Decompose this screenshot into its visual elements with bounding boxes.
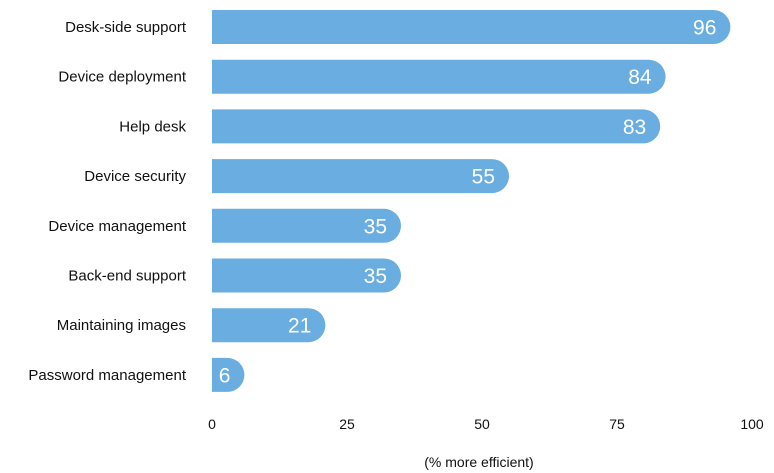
category-labels-group: Desk-side support Device deployment Help d… <box>28 19 186 384</box>
category-label: Device management <box>48 218 186 235</box>
bar-password-management <box>212 357 245 392</box>
data-label: 35 <box>364 215 387 238</box>
x-tick-label: 100 <box>740 416 764 432</box>
data-label: 6 <box>219 364 231 387</box>
bar-back-end-support <box>212 258 401 293</box>
bar-device-deployment <box>212 59 666 94</box>
category-label: Help desk <box>119 118 186 135</box>
bar-desk-side-support <box>212 10 731 44</box>
x-tick-label: 0 <box>208 416 216 432</box>
bar-maintaining-images <box>212 308 326 343</box>
category-label: Maintaining images <box>57 317 186 334</box>
category-label: Password management <box>28 367 186 384</box>
data-label: 83 <box>623 116 646 139</box>
category-label: Device deployment <box>58 69 186 86</box>
x-tick-label: 75 <box>609 416 625 432</box>
x-tick-label: 25 <box>339 416 355 432</box>
x-axis-ticks-group: 0 25 50 75 100 <box>208 416 764 432</box>
x-axis-title: (% more efficient) <box>424 454 533 470</box>
category-label: Back-end support <box>68 268 186 285</box>
bars-group <box>212 10 731 392</box>
category-label: Device security <box>84 168 186 185</box>
x-tick-label: 50 <box>474 416 490 432</box>
data-label: 35 <box>364 265 387 288</box>
value-labels-group: 96 84 83 55 35 35 21 6 <box>219 17 717 388</box>
bar-device-management <box>212 208 401 243</box>
category-label: Desk-side support <box>65 19 187 36</box>
data-label: 96 <box>693 17 716 40</box>
data-label: 84 <box>628 66 652 89</box>
bar-help-desk <box>212 109 661 144</box>
data-label: 55 <box>472 166 495 189</box>
bar-device-security <box>212 159 509 194</box>
data-label: 21 <box>288 315 311 338</box>
